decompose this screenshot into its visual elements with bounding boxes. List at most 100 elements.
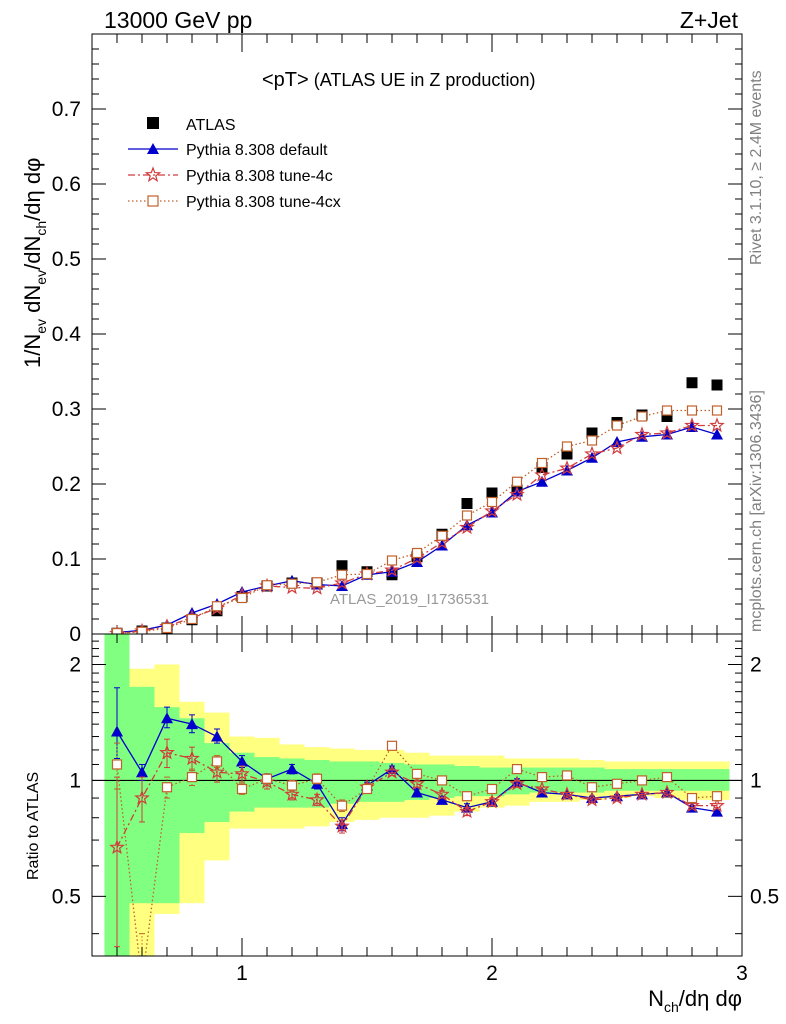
ratio-y-axis-label: Ratio to ATLAS <box>25 772 42 880</box>
ratio-point-pythia-8-308-tune-4c <box>559 786 575 801</box>
ratio-point-pythia-8-308-tune-4cx <box>536 772 548 783</box>
main-point-pythia-8-308-tune-4cx <box>386 555 398 566</box>
main-point-pythia-8-308-tune-4c <box>509 486 525 502</box>
legend-marker-atlas <box>147 117 159 129</box>
ratio-ytick-label: 2 <box>69 653 81 676</box>
main-ytick-label: 0.5 <box>52 248 81 271</box>
ratio-point-pythia-8-308-tune-4c <box>609 789 625 805</box>
main-line-pythia-8-308-tune-4c <box>116 424 717 634</box>
main-ytick-label: 0.4 <box>52 323 82 346</box>
legend-label-tune-4cx: Pythia 8.308 tune-4cx <box>186 194 341 211</box>
main-point-pythia-8-308-tune-4c <box>709 417 725 433</box>
main-point-pythia-8-308-tune-4c <box>459 519 475 535</box>
ratio-point-pythia-8-308-tune-4c <box>509 775 525 791</box>
ratio-point-pythia-8-308-tune-4cx <box>686 792 698 804</box>
main-point-pythia-8-308-tune-4cx <box>686 405 698 416</box>
ratio-point-pythia-8-308-tune-4cx <box>186 772 198 783</box>
main-point-pythia-8-308-tune-4c <box>484 502 500 518</box>
legend-marker-default <box>147 143 159 154</box>
ratio-point-pythia-8-308-default <box>436 793 448 805</box>
ratio-point-pythia-8-308-tune-4cx <box>711 791 723 802</box>
main-point-pythia-8-308-default <box>711 428 723 440</box>
ratio-point-pythia-8-308-tune-4c <box>409 775 425 791</box>
legend-item-atlas: ATLAS <box>147 117 236 134</box>
ratio-point-pythia-8-308-tune-4cx <box>486 783 498 795</box>
main-point-pythia-8-308-default <box>511 485 523 497</box>
main-y-axis-label: 1/Nev dNev/dNch/dη dφ <box>20 158 49 368</box>
main-point-pythia-8-308-tune-4cx <box>136 626 148 634</box>
main-ytick-label: 0 <box>69 623 81 646</box>
ratio-point-pythia-8-308-tune-4cx <box>561 770 573 781</box>
main-point-pythia-8-308-tune-4c <box>609 439 625 455</box>
legend-marker-tune-4c <box>144 166 162 183</box>
ratio-point-pythia-8-308-tune-4cx <box>336 800 348 811</box>
ratio-ytick-label-right: 0.5 <box>750 885 779 908</box>
ratio-point-pythia-8-308-tune-4cx <box>211 756 223 767</box>
main-point-pythia-8-308-tune-4cx <box>111 627 123 634</box>
main-point-pythia-8-308-tune-4cx <box>186 613 198 625</box>
main-point-pythia-8-308-tune-4cx <box>511 476 523 487</box>
process-label: Z+Jet <box>680 7 739 33</box>
ratio-point-pythia-8-308-tune-4cx <box>111 759 123 770</box>
ratio-point-pythia-8-308-tune-4cx <box>586 782 598 793</box>
main-point-pythia-8-308-tune-4c <box>534 466 550 482</box>
ratio-ytick-labels: 0.5 0.5 1 1 2 2 <box>52 653 779 908</box>
ratio-band-statistical-uncertainty <box>329 761 355 804</box>
main-ytick-label: 0.7 <box>52 98 81 121</box>
main-axis-ticks <box>92 33 743 635</box>
ratio-point-pythia-8-308-tune-4c <box>309 791 325 807</box>
main-point-pythia-8-308-tune-4cx <box>561 441 573 452</box>
legend-item-default: Pythia 8.308 default <box>128 142 328 159</box>
energy-label: 13000 GeV pp <box>104 7 252 33</box>
ratio-point-pythia-8-308-tune-4c <box>709 797 725 813</box>
ratio-ytick-label-right: 1 <box>750 769 762 792</box>
legend: ATLAS Pythia 8.308 default Pythia 8.308 … <box>128 117 341 211</box>
main-point-pythia-8-308-tune-4cx <box>461 510 473 521</box>
ratio-point-pythia-8-308-tune-4c <box>584 791 600 807</box>
main-point-atlas <box>711 379 723 391</box>
ratio-xtick-labels: 1 2 3 <box>236 962 748 985</box>
main-point-pythia-8-308-default <box>536 475 548 487</box>
main-point-pythia-8-308-tune-4c <box>559 460 575 475</box>
ratio-point-pythia-8-308-tune-4cx <box>361 783 373 795</box>
main-point-pythia-8-308-tune-4c <box>584 445 600 461</box>
main-point-pythia-8-308-tune-4cx <box>361 568 373 580</box>
mcplots-note: mcplots.cern.ch [arXiv:1306.3436] <box>748 390 765 632</box>
ratio-point-pythia-8-308-tune-4c <box>434 786 450 801</box>
ratio-point-pythia-8-308-tune-4c <box>159 744 175 760</box>
ratio-point-pythia-8-308-default <box>286 763 298 775</box>
main-point-pythia-8-308-tune-4cx <box>636 411 648 422</box>
ratio-xtick-label: 2 <box>486 962 498 985</box>
ratio-point-pythia-8-308-tune-4cx <box>661 772 673 783</box>
main-point-pythia-8-308-tune-4cx <box>611 420 623 431</box>
main-point-pythia-8-308-tune-4cx <box>261 580 273 591</box>
ratio-ytick-label: 0.5 <box>52 885 81 908</box>
ratio-ytick-label-right: 2 <box>750 653 762 676</box>
ratio-point-pythia-8-308-default <box>211 730 223 742</box>
legend-item-tune-4c: Pythia 8.308 tune-4c <box>128 166 333 185</box>
main-ytick-labels: 0 0.1 0.2 0.3 0.4 0.5 0.6 0.7 <box>52 98 82 646</box>
main-ytick-label: 0.2 <box>52 473 81 496</box>
ratio-point-pythia-8-308-tune-4c <box>659 784 675 800</box>
main-point-pythia-8-308-tune-4c <box>684 417 700 433</box>
ratio-point-pythia-8-308-tune-4c <box>459 803 475 819</box>
main-ytick-label: 0.6 <box>52 173 81 196</box>
ratio-point-pythia-8-308-tune-4c <box>134 789 150 805</box>
ratio-point-pythia-8-308-tune-4cx <box>461 791 473 802</box>
legend-label-atlas: ATLAS <box>186 117 236 134</box>
main-point-pythia-8-308-tune-4cx <box>236 592 248 604</box>
main-point-pythia-8-308-tune-4cx <box>436 530 448 541</box>
main-point-atlas <box>486 487 498 499</box>
ratio-point-pythia-8-308-tune-4cx <box>161 782 173 793</box>
legend-item-tune-4cx: Pythia 8.308 tune-4cx <box>128 194 341 211</box>
ratio-point-pythia-8-308-default <box>711 805 723 817</box>
ratio-point-pythia-8-308-tune-4cx <box>511 764 523 775</box>
ratio-point-pythia-8-308-default <box>186 718 198 730</box>
main-point-pythia-8-308-tune-4c <box>334 574 350 590</box>
main-point-pythia-8-308-tune-4cx <box>311 577 323 588</box>
ratio-series-layer <box>109 687 725 956</box>
main-point-pythia-8-308-tune-4cx <box>336 569 348 580</box>
ratio-point-pythia-8-308-tune-4c <box>484 793 500 809</box>
ratio-point-pythia-8-308-tune-4c <box>209 764 225 779</box>
